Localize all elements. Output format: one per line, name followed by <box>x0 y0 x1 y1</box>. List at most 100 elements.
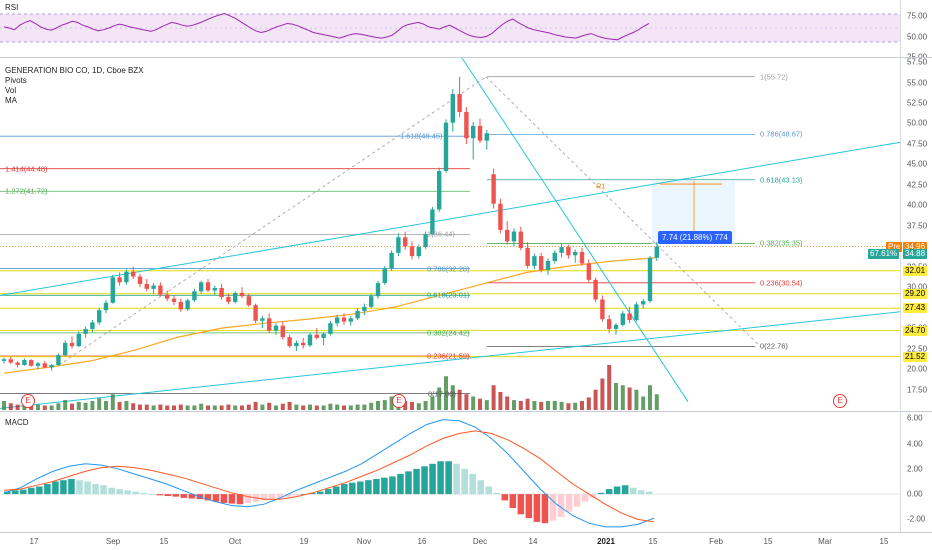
earnings-marker[interactable]: E <box>833 394 847 408</box>
candle-body <box>233 292 238 302</box>
volume-bar <box>614 383 618 410</box>
legend-volume[interactable]: Vol <box>5 86 17 95</box>
volume-bar <box>301 405 306 410</box>
pane-separator[interactable] <box>0 411 932 412</box>
macd-histogram-bar <box>124 490 131 495</box>
volume-bar <box>525 398 530 410</box>
price-tick: 42.50 <box>907 180 928 190</box>
volume-bar <box>423 401 428 410</box>
legend-ma[interactable]: MA <box>5 96 17 105</box>
macd-histogram-bar <box>525 494 533 519</box>
price-pane[interactable]: GENERATION BIO CO, 1D, Cboe BZX Pivots V… <box>0 58 900 410</box>
volume-bar <box>90 401 95 410</box>
macd-histogram-bar <box>260 494 268 501</box>
volume-bar <box>641 396 646 410</box>
macd-histogram-bar <box>373 478 380 495</box>
macd-histogram-bar <box>597 492 605 495</box>
rsi-pane[interactable]: RSI <box>0 0 900 57</box>
earnings-marker[interactable]: E <box>21 394 35 408</box>
candle-body <box>620 313 625 325</box>
time-axis-label: Oct <box>228 537 242 546</box>
macd-histogram-bar <box>405 471 412 495</box>
earnings-marker[interactable]: E <box>392 394 406 408</box>
candle-body <box>613 324 619 329</box>
candle-body <box>647 257 653 302</box>
symbol-legend: GENERATION BIO CO, 1D, Cboe BZX Pivots V… <box>5 66 144 106</box>
volume-bar <box>267 402 272 410</box>
candle-body <box>76 333 81 347</box>
time-axis-label: 15 <box>648 537 658 546</box>
candle-body <box>15 362 20 365</box>
time-axis-label: Nov <box>356 537 372 546</box>
volume-bar <box>22 405 27 410</box>
macd-pane[interactable]: MACD <box>0 412 900 532</box>
candle-body <box>409 246 415 257</box>
candle-body <box>389 252 394 269</box>
macd-histogram-bar <box>44 484 51 495</box>
macd-histogram-bar <box>60 480 67 495</box>
macd-histogram-bar <box>220 494 228 503</box>
macd-histogram-bar <box>333 486 340 495</box>
volume-bar <box>104 401 108 410</box>
pane-separator[interactable] <box>0 532 932 533</box>
candle-body <box>212 288 217 291</box>
candle-body <box>199 282 204 292</box>
candle-body <box>593 279 598 300</box>
fib-level-label: 0(17.00) <box>428 389 456 399</box>
candle-body <box>239 292 245 297</box>
legend-pivots[interactable]: Pivots <box>5 76 27 85</box>
symbol-title[interactable]: GENERATION BIO CO, 1D, Cboe BZX <box>5 66 144 75</box>
candle-body <box>246 296 251 306</box>
candle-body <box>144 283 149 289</box>
candle-body <box>491 174 496 204</box>
volume-bar <box>342 405 346 410</box>
candle-body <box>178 301 183 310</box>
macd-tick: 6.00 <box>907 413 923 423</box>
fib-level-label: 1.618(48.45) <box>400 131 443 141</box>
volume-bar <box>274 405 278 410</box>
volume-bar <box>464 394 469 410</box>
rsi-line <box>3 12 650 41</box>
macd-histogram-bar <box>637 490 645 495</box>
volume-bar <box>478 398 482 410</box>
macd-histogram-bar <box>605 489 613 495</box>
time-axis-label: Mar <box>818 537 832 546</box>
volume-bar <box>42 405 47 410</box>
macd-histogram-bar <box>381 477 388 495</box>
macd-histogram-bar <box>92 484 99 495</box>
macd-histogram-bar <box>244 494 252 503</box>
volume-bar <box>151 405 156 410</box>
candle-body <box>511 231 517 242</box>
volume-bar <box>389 396 394 410</box>
macd-histogram-bar <box>541 494 549 524</box>
volume-bar <box>430 396 435 410</box>
price-tick: 30.00 <box>907 282 928 292</box>
time-axis-label: Sep <box>105 537 121 546</box>
candle-body <box>477 125 483 141</box>
macd-histogram-bar <box>621 485 629 495</box>
volume-bar <box>437 387 442 410</box>
macd-histogram-bar <box>268 494 276 500</box>
time-axis-label: 15 <box>159 537 169 546</box>
macd-histogram-bar <box>349 482 356 495</box>
volume-bar <box>165 405 170 410</box>
volume-bar <box>2 401 6 410</box>
macd-histogram-bar <box>172 494 180 497</box>
macd-histogram-bar <box>453 463 460 495</box>
candle-body <box>83 328 88 334</box>
candle-body <box>362 306 367 311</box>
volume-bar <box>29 405 34 410</box>
measure-callout[interactable]: 7.74 (21.88%) 774 <box>658 231 732 244</box>
candle-body <box>273 325 279 331</box>
candle-body <box>586 263 591 280</box>
volume-bar <box>546 401 550 410</box>
candle-body <box>22 360 27 365</box>
rsi-axis[interactable]: 75.00 50.00 25.00 <box>900 0 932 62</box>
pane-separator[interactable] <box>0 57 932 58</box>
candle-body <box>539 256 544 271</box>
macd-axis[interactable]: 6.00 4.00 2.00 0.00 -2.00 <box>900 412 932 532</box>
macd-histogram-bar <box>132 491 139 495</box>
candle-body <box>131 271 136 277</box>
candle-body <box>607 319 612 329</box>
